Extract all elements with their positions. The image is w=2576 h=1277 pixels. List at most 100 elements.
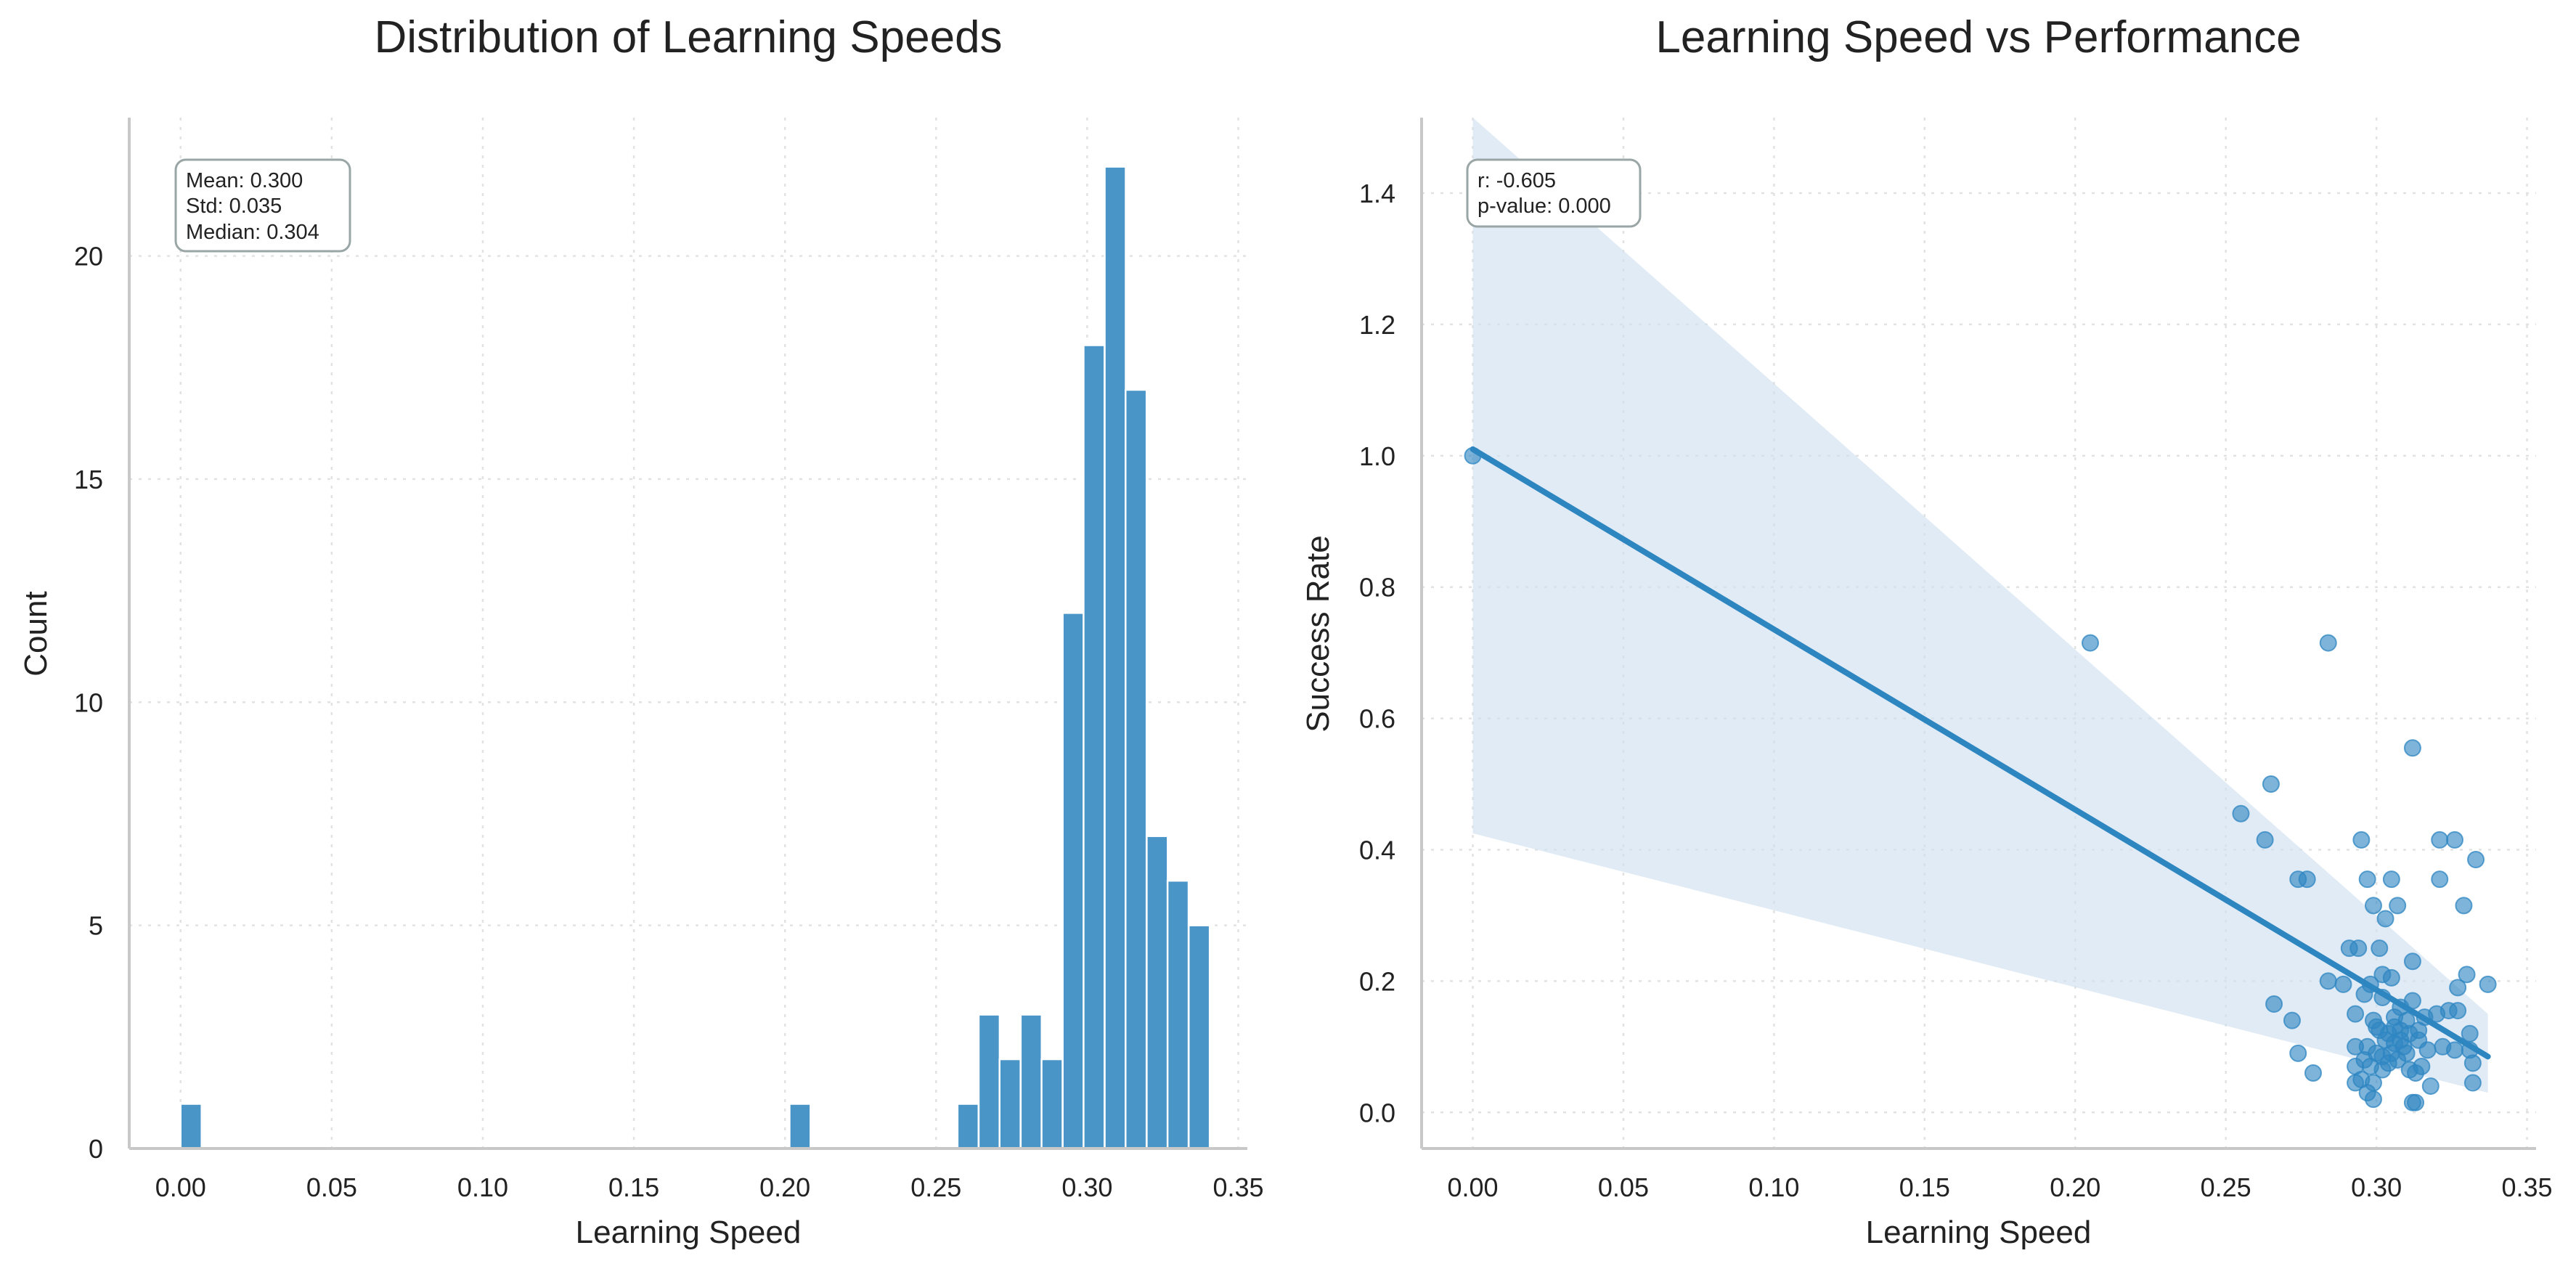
- histogram-bar: [956, 1103, 980, 1150]
- scatter-y-tick-label: 0.8: [1359, 573, 1395, 603]
- scatter-point: [2082, 634, 2099, 652]
- scatter-point: [2449, 1002, 2467, 1020]
- scatter-point: [2389, 897, 2407, 915]
- regression-line: [1470, 446, 2491, 1060]
- scatter-point: [2431, 831, 2449, 849]
- scatter-y-tick-label: 0.0: [1359, 1098, 1395, 1127]
- scatter-point: [2364, 1090, 2382, 1109]
- scatter-point: [2347, 1037, 2365, 1056]
- scatter-x-tick-label: 0.25: [2201, 1172, 2251, 1202]
- histogram-x-tick-label: 0.10: [457, 1172, 508, 1202]
- scatter-point: [2463, 1054, 2482, 1072]
- histogram-y-tick-label: 20: [74, 242, 103, 272]
- histogram-bar: [1125, 388, 1148, 1150]
- scatter-point: [2319, 972, 2337, 990]
- scatter-y-tick-label: 1.0: [1359, 441, 1395, 471]
- scatter-stats-r: r: -0.605: [1477, 169, 1556, 192]
- histogram-y-tick-label: 10: [74, 688, 103, 717]
- scatter-confidence-band: [1472, 118, 2488, 1093]
- scatter-point: [2256, 831, 2274, 849]
- scatter-point: [2373, 1061, 2392, 1079]
- scatter-point: [2352, 831, 2371, 849]
- histogram-y-tick-label: 5: [89, 911, 103, 941]
- scatter-point: [2382, 968, 2400, 987]
- histogram-bar: [1083, 344, 1106, 1150]
- scatter-chart: Learning Speed vs Performance 0.00 0.05 0.…: [1300, 12, 2553, 1250]
- histogram-bar: [1104, 166, 1127, 1150]
- histogram-stats-median: Median: 0.304: [186, 221, 319, 244]
- histogram-chart: Distribution of Learning Speeds 0.00 0.05…: [18, 12, 1264, 1250]
- histogram-bar: [1061, 612, 1085, 1150]
- histogram-bar: [179, 1103, 203, 1150]
- scatter-point: [2368, 1018, 2386, 1036]
- histogram-stats-std: Std: 0.035: [186, 195, 282, 218]
- histogram-stats-mean: Mean: 0.300: [186, 169, 303, 192]
- scatter-x-ticks: 0.00 0.05 0.10 0.15 0.20 0.25 0.30 0.35: [1447, 1172, 2552, 1202]
- histogram-x-tick-label: 0.35: [1212, 1172, 1263, 1202]
- scatter-point: [2304, 1064, 2322, 1082]
- histogram-x-tick-label: 0.25: [910, 1172, 961, 1202]
- histogram-bar: [1146, 835, 1169, 1150]
- scatter-point: [2347, 1074, 2365, 1092]
- scatter-y-label: Success Rate: [1300, 535, 1336, 732]
- scatter-x-tick-label: 0.00: [1447, 1172, 1498, 1202]
- scatter-point: [2364, 897, 2382, 915]
- confidence-band-area: [1472, 118, 2488, 1093]
- scatter-point: [2407, 1093, 2425, 1111]
- scatter-point: [2376, 910, 2394, 928]
- scatter-point: [2410, 1021, 2428, 1040]
- histogram-x-tick-label: 0.15: [608, 1172, 659, 1202]
- scatter-x-tick-label: 0.15: [1899, 1172, 1950, 1202]
- histogram-bar: [1166, 879, 1190, 1150]
- scatter-point: [2458, 966, 2476, 984]
- scatter-point: [2334, 975, 2352, 993]
- scatter-point: [2289, 1044, 2307, 1062]
- scatter-point: [2262, 775, 2280, 793]
- histogram-x-tick-label: 0.20: [759, 1172, 810, 1202]
- scatter-point: [2467, 851, 2485, 869]
- scatter-point: [2455, 897, 2473, 915]
- scatter-point: [2349, 939, 2368, 958]
- scatter-x-tick-label: 0.30: [2351, 1172, 2402, 1202]
- histogram-stats-box: Mean: 0.300 Std: 0.035 Median: 0.304: [174, 158, 351, 253]
- scatter-y-tick-label: 0.4: [1359, 835, 1395, 865]
- scatter-y-tick-label: 1.2: [1359, 310, 1395, 340]
- scatter-y-ticks: 0.0 0.2 0.4 0.6 0.8 1.0 1.2 1.4: [1359, 179, 1395, 1127]
- histogram-x-ticks: 0.00 0.05 0.10 0.15 0.20 0.25 0.30 0.35: [155, 1172, 1264, 1202]
- histogram-y-ticks: 0 5 10 15 20: [74, 242, 103, 1164]
- histogram-y-tick-label: 15: [74, 465, 103, 494]
- histogram-x-tick-label: 0.30: [1061, 1172, 1112, 1202]
- scatter-point: [2358, 870, 2376, 889]
- scatter-point: [2479, 975, 2497, 993]
- scatter-point: [2265, 995, 2283, 1013]
- scatter-point: [2403, 952, 2421, 971]
- scatter-point: [2319, 634, 2337, 652]
- scatter-y-tick-label: 1.4: [1359, 179, 1395, 208]
- scatter-point: [2449, 979, 2467, 997]
- histogram-bar: [1019, 1013, 1043, 1150]
- scatter-x-tick-label: 0.20: [2050, 1172, 2100, 1202]
- scatter-point: [2232, 804, 2250, 823]
- histogram-bar: [977, 1013, 1001, 1150]
- histogram-bars: [179, 166, 1211, 1150]
- scatter-point: [2386, 1018, 2404, 1036]
- scatter-y-tick-label: 0.2: [1359, 966, 1395, 996]
- scatter-point: [2431, 870, 2449, 889]
- scatter-point: [2418, 1041, 2437, 1059]
- scatter-stats-p: p-value: 0.000: [1477, 195, 1611, 218]
- scatter-point: [2298, 870, 2316, 889]
- histogram-x-label: Learning Speed: [576, 1215, 802, 1250]
- histogram-bar: [1040, 1058, 1064, 1150]
- scatter-stats-box: r: -0.605 p-value: 0.000: [1466, 158, 1642, 228]
- scatter-title: Learning Speed vs Performance: [1655, 12, 2301, 62]
- histogram-y-label: Count: [18, 591, 54, 676]
- scatter-point: [2445, 1041, 2463, 1059]
- scatter-x-tick-label: 0.10: [1748, 1172, 1799, 1202]
- scatter-x-tick-label: 0.05: [1598, 1172, 1649, 1202]
- histogram-x-tick-label: 0.00: [155, 1172, 206, 1202]
- scatter-point: [2403, 739, 2421, 757]
- histogram-y-tick-label: 0: [89, 1134, 103, 1164]
- scatter-point: [2371, 939, 2389, 958]
- scatter-point: [2445, 831, 2463, 849]
